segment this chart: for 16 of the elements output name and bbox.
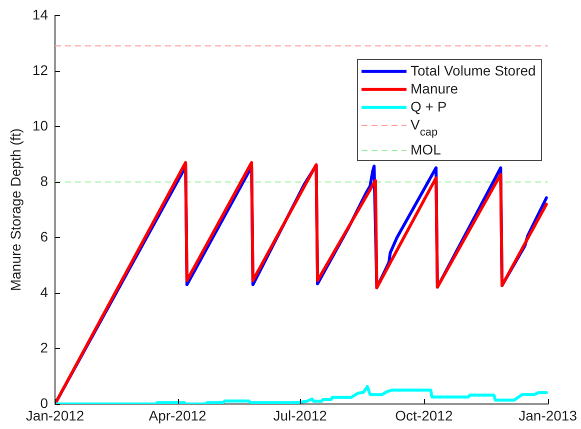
y-tick-label: 8: [40, 172, 48, 189]
y-tick-label: 2: [40, 339, 48, 356]
y-tick-label: 6: [40, 228, 48, 244]
y-tick-label: 10: [32, 117, 48, 134]
x-tick-label: Jan-2013: [518, 407, 578, 424]
y-tick-label: 4: [40, 284, 48, 300]
legend-label: Manure: [410, 80, 458, 96]
x-tick-label: Oct-2012: [395, 407, 453, 424]
y-axis-title: Manure Storage Depth (ft): [7, 128, 24, 292]
y-tick-label: 14: [32, 6, 48, 22]
x-tick-label: Apr-2012: [148, 407, 207, 424]
legend-label: Total Volume Stored: [410, 62, 536, 78]
legend-label: Q + P: [410, 98, 447, 114]
legend-label: MOL: [410, 141, 442, 158]
y-tick-label: 12: [32, 62, 48, 78]
x-tick-label: Jul-2012: [273, 407, 328, 424]
